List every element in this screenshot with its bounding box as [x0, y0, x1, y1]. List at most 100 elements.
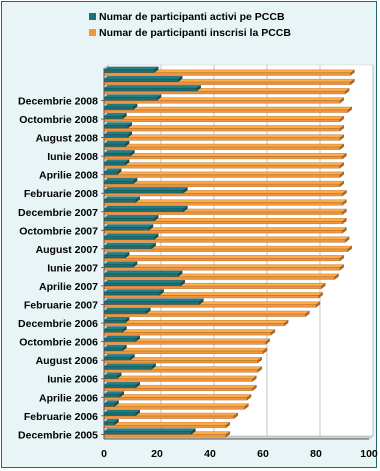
- bar-enrolled-face: [103, 116, 345, 120]
- bar-enrolled-face: [103, 171, 345, 176]
- bar-enrolled: [103, 227, 347, 234]
- bar-active-face: [103, 280, 186, 284]
- bar-active-face: [103, 116, 123, 119]
- bar-enrolled-face: [262, 347, 268, 354]
- bar-enrolled: [103, 125, 345, 132]
- bar-active-face: [130, 150, 135, 157]
- bar-enrolled-face: [350, 69, 355, 76]
- bar-enrolled: [103, 106, 353, 113]
- bar-active-face: [135, 381, 140, 389]
- bar-active-face: [103, 289, 165, 293]
- bar-active-face: [103, 190, 184, 194]
- bar-enrolled-face: [103, 162, 345, 166]
- bar-active: [103, 270, 183, 277]
- bar-active: [103, 381, 141, 389]
- bar-active-face: [103, 66, 159, 70]
- bar-active-face: [103, 106, 134, 110]
- bar-enrolled-face: [103, 378, 253, 382]
- bar-enrolled: [103, 255, 345, 262]
- bar-active: [103, 298, 204, 305]
- bar-enrolled-face: [103, 202, 343, 206]
- bar-active-face: [103, 88, 197, 92]
- bar-enrolled: [103, 264, 345, 271]
- bar-active-face: [103, 329, 123, 333]
- bar-active: [103, 326, 128, 333]
- x-tick-label: 80: [310, 448, 322, 460]
- bar-active: [103, 316, 130, 324]
- bar-enrolled: [103, 338, 271, 345]
- bar-enrolled: [103, 329, 276, 336]
- x-tick-label: 0: [101, 448, 107, 460]
- plot-area: 0 20 40 60 80 100 Decembrie 2005 Februarie 2006…: [18, 64, 378, 460]
- bar-active-face: [103, 335, 141, 339]
- bar-active-face: [130, 354, 135, 361]
- y-tick-label: August 2007: [36, 244, 99, 256]
- bar-enrolled-face: [321, 282, 326, 290]
- bar-enrolled-face: [252, 375, 257, 382]
- bar-active-face: [103, 140, 130, 145]
- bar-enrolled: [103, 171, 345, 178]
- bar-enrolled: [103, 357, 263, 364]
- bar-active-face: [103, 208, 184, 212]
- bar-active: [103, 252, 130, 259]
- bar-enrolled-face: [103, 109, 348, 113]
- bar-enrolled-face: [342, 227, 347, 234]
- bar-enrolled-face: [103, 406, 245, 410]
- bar-enrolled-face: [103, 394, 252, 398]
- bar-enrolled-face: [225, 421, 231, 429]
- bar-active: [103, 391, 125, 398]
- bar-active-face: [103, 218, 155, 221]
- bar-enrolled: [103, 375, 257, 382]
- bar-active-face: [103, 412, 136, 416]
- bar-active-face: [103, 310, 147, 314]
- bar-active-face: [103, 363, 157, 367]
- bar-active-face: [103, 94, 162, 98]
- y-tick-label: Februarie 2007: [24, 300, 98, 312]
- bar-enrolled-face: [103, 313, 306, 317]
- bar-active-face: [127, 122, 133, 129]
- y-tick-label: August 2008: [36, 133, 99, 145]
- bar-active-face: [103, 428, 196, 432]
- bar-enrolled-face: [244, 403, 249, 410]
- bar-active-face: [103, 375, 118, 379]
- bar-enrolled-face: [347, 245, 352, 252]
- bar-enrolled-face: [318, 292, 323, 299]
- bar-enrolled-face: [103, 255, 345, 259]
- bar-active-face: [103, 301, 200, 305]
- y-tick-label: Decembrie 2007: [18, 207, 98, 219]
- bar-active-face: [103, 354, 135, 358]
- bar-active-face: [103, 171, 118, 175]
- bar-enrolled: [103, 97, 345, 104]
- bar-active: [103, 242, 157, 249]
- bar-enrolled-face: [103, 143, 345, 148]
- bar-enrolled-face: [347, 106, 352, 113]
- bar-active: [103, 335, 141, 342]
- bar-enrolled: [103, 245, 353, 252]
- bar-active-face: [154, 233, 159, 240]
- bar-active-face: [103, 320, 126, 324]
- bar-enrolled-face: [339, 143, 345, 150]
- bar-enrolled: [103, 403, 249, 410]
- bar-enrolled-face: [103, 239, 346, 243]
- bar-active-face: [103, 134, 128, 138]
- bar-enrolled-face: [103, 81, 351, 85]
- bar-enrolled-face: [103, 125, 345, 129]
- bar-active-face: [183, 205, 188, 212]
- bar-active-face: [103, 159, 130, 163]
- bar-enrolled-face: [103, 211, 343, 215]
- bar-enrolled-face: [103, 180, 345, 185]
- bar-active-face: [103, 409, 141, 414]
- bar-active-face: [103, 78, 179, 82]
- bar-enrolled-face: [103, 72, 351, 76]
- bar-active-face: [103, 403, 115, 407]
- bar-enrolled-face: [270, 329, 276, 336]
- bar-active-face: [103, 177, 138, 182]
- bar-active-face: [183, 187, 188, 194]
- bar-enrolled: [103, 153, 347, 160]
- bar-active-face: [146, 307, 151, 314]
- x-tick-label: 60: [257, 448, 269, 460]
- bar-active-face: [103, 245, 152, 249]
- bar-enrolled-face: [344, 88, 350, 95]
- legend-label-enrolled: Numar de participanti inscrisi la PCCB: [99, 27, 291, 39]
